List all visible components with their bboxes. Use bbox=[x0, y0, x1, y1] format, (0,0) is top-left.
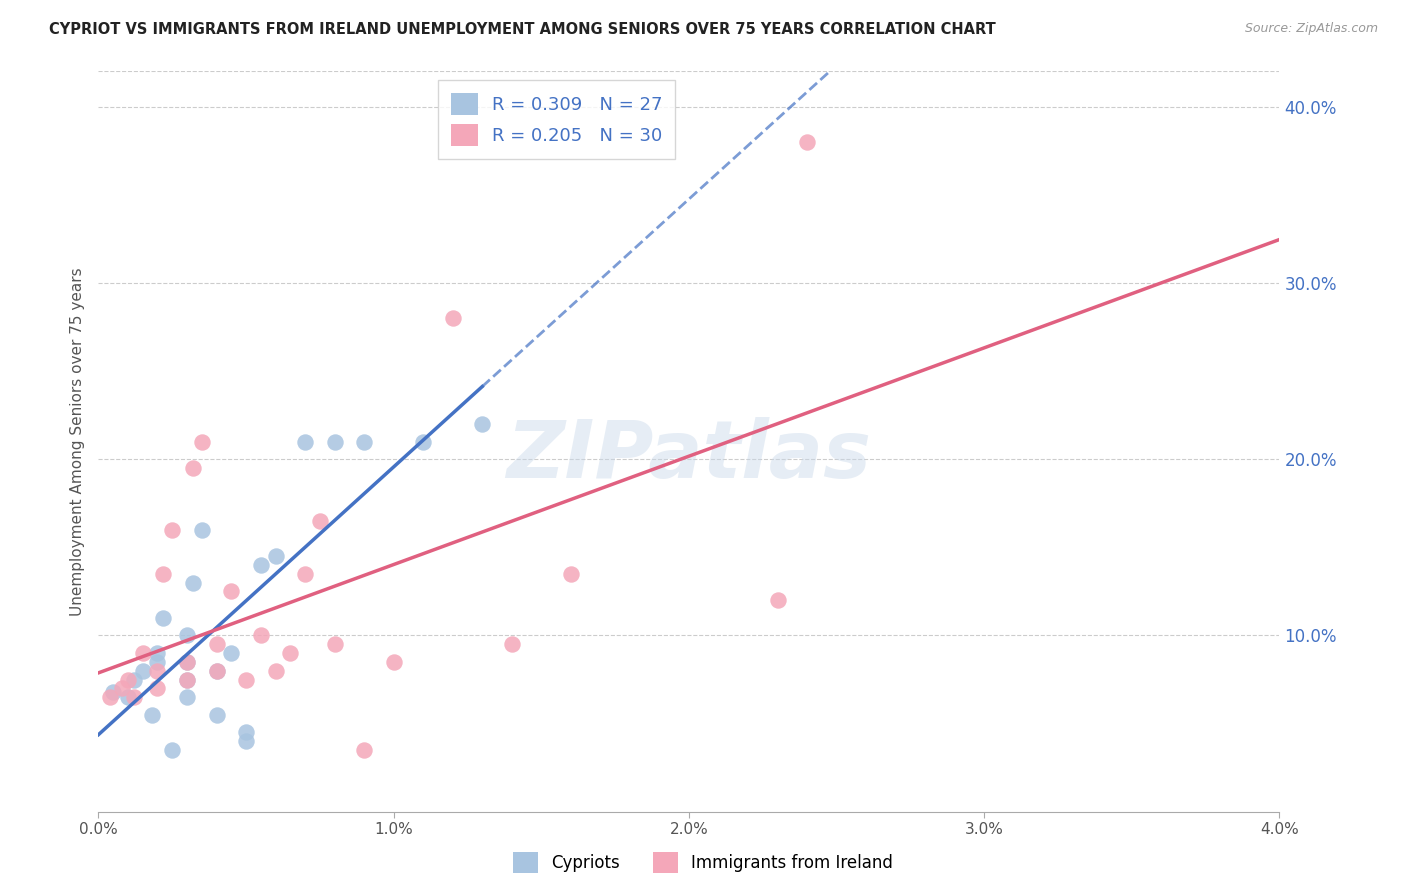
Point bbox=[111, 681, 134, 696]
Point bbox=[162, 523, 183, 537]
Point bbox=[250, 558, 273, 572]
Point bbox=[353, 743, 375, 757]
Point bbox=[205, 664, 228, 678]
Point bbox=[501, 637, 523, 651]
Point bbox=[323, 637, 346, 651]
Point bbox=[235, 734, 257, 748]
Point bbox=[162, 743, 183, 757]
Point bbox=[98, 690, 121, 705]
Point bbox=[146, 664, 169, 678]
Point bbox=[117, 690, 139, 705]
Text: ZIPatlas: ZIPatlas bbox=[506, 417, 872, 495]
Point bbox=[176, 655, 198, 669]
Point bbox=[766, 593, 789, 607]
Point bbox=[141, 707, 163, 722]
Point bbox=[264, 664, 287, 678]
Point bbox=[235, 673, 257, 687]
Point bbox=[146, 655, 169, 669]
Legend: R = 0.309   N = 27, R = 0.205   N = 30: R = 0.309 N = 27, R = 0.205 N = 30 bbox=[439, 80, 675, 159]
Point bbox=[176, 673, 198, 687]
Point bbox=[176, 628, 198, 642]
Point bbox=[353, 434, 375, 449]
Point bbox=[146, 681, 169, 696]
Point bbox=[152, 611, 174, 625]
Point bbox=[205, 637, 228, 651]
Y-axis label: Unemployment Among Seniors over 75 years: Unemployment Among Seniors over 75 years bbox=[69, 268, 84, 615]
Point bbox=[308, 514, 332, 528]
Point bbox=[382, 655, 405, 669]
Point bbox=[294, 434, 316, 449]
Point bbox=[796, 135, 818, 149]
Legend: Cypriots, Immigrants from Ireland: Cypriots, Immigrants from Ireland bbox=[506, 846, 900, 880]
Point bbox=[205, 664, 228, 678]
Point bbox=[181, 575, 204, 590]
Point bbox=[294, 566, 316, 581]
Text: CYPRIOT VS IMMIGRANTS FROM IRELAND UNEMPLOYMENT AMONG SENIORS OVER 75 YEARS CORR: CYPRIOT VS IMMIGRANTS FROM IRELAND UNEMP… bbox=[49, 22, 995, 37]
Point bbox=[323, 434, 346, 449]
Text: Source: ZipAtlas.com: Source: ZipAtlas.com bbox=[1244, 22, 1378, 36]
Point bbox=[181, 461, 204, 475]
Point bbox=[146, 646, 169, 660]
Point bbox=[235, 725, 257, 739]
Point bbox=[152, 566, 174, 581]
Point bbox=[250, 628, 273, 642]
Point bbox=[219, 646, 242, 660]
Point bbox=[412, 434, 434, 449]
Point bbox=[191, 523, 214, 537]
Point bbox=[122, 690, 145, 705]
Point bbox=[103, 685, 125, 699]
Point bbox=[132, 646, 155, 660]
Point bbox=[132, 664, 155, 678]
Point bbox=[176, 673, 198, 687]
Point bbox=[191, 434, 214, 449]
Point bbox=[176, 655, 198, 669]
Point bbox=[278, 646, 302, 660]
Point bbox=[560, 566, 582, 581]
Point bbox=[471, 417, 494, 431]
Point bbox=[122, 673, 145, 687]
Point bbox=[205, 707, 228, 722]
Point bbox=[219, 584, 242, 599]
Point bbox=[117, 673, 139, 687]
Point bbox=[264, 549, 287, 563]
Point bbox=[176, 690, 198, 705]
Point bbox=[441, 311, 464, 326]
